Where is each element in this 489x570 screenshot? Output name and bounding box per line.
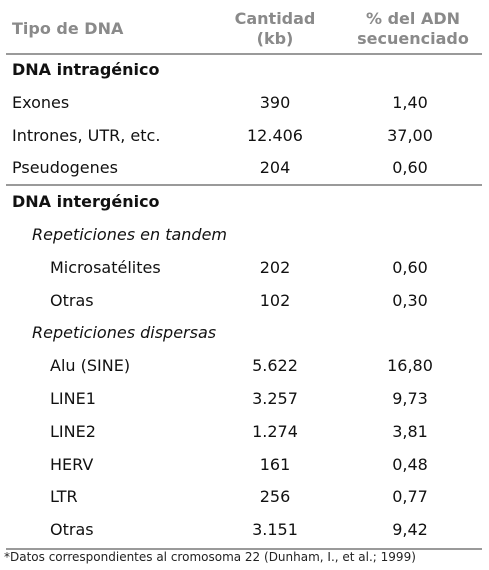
cell-cantidad: 12.406 (247, 125, 303, 145)
cell-porcentaje: 0,77 (392, 487, 428, 507)
row-label: LINE2 (50, 421, 96, 441)
cell-porcentaje: 37,00 (387, 125, 433, 145)
row-label: LINE1 (50, 389, 96, 408)
footnote: *Datos correspondientes al cromosoma 22 … (4, 550, 416, 564)
section-rule (6, 184, 482, 187)
cell-cantidad: 3.257 (252, 389, 298, 408)
cell-porcentaje: 9,42 (392, 520, 428, 540)
section-title: DNA intergénico (12, 192, 160, 212)
cell-cantidad: 204 (259, 158, 291, 178)
cell-porcentaje: 0,60 (392, 158, 428, 178)
group-title: Repeticiones dispersas (32, 323, 217, 343)
cell-porcentaje: 0,30 (392, 290, 428, 310)
row-label: Pseudogenes (12, 158, 118, 178)
header-rule (6, 53, 482, 55)
cell-cantidad: 102 (259, 290, 291, 310)
row-label: Exones (12, 92, 70, 112)
cell-cantidad: 390 (259, 92, 291, 112)
row-label: LTR (50, 487, 78, 507)
cell-cantidad: 3.151 (252, 520, 298, 540)
cell-porcentaje: 3,81 (392, 421, 428, 441)
cell-cantidad: 5.622 (252, 356, 298, 376)
row-label: Microsatélites (50, 257, 161, 277)
row-label: Otras (50, 290, 94, 310)
row-label: Otras (50, 520, 94, 540)
cell-cantidad: 256 (259, 487, 291, 507)
column-header: Cantidad (kb) (234, 9, 316, 48)
row-label: HERV (50, 454, 94, 474)
cell-porcentaje: 0,60 (392, 257, 428, 277)
section-title: DNA intragénico (12, 60, 160, 79)
column-header: Tipo de DNA (12, 19, 124, 38)
row-label: Intrones, UTR, etc. (12, 125, 161, 145)
row-label: Alu (SINE) (50, 356, 131, 376)
column-header: % del ADN secuenciado (357, 9, 469, 48)
cell-porcentaje: 0,48 (392, 454, 428, 474)
group-title: Repeticiones en tandem (32, 225, 227, 244)
bottom-rule (6, 548, 482, 550)
cell-porcentaje: 1,40 (392, 92, 428, 112)
cell-cantidad: 202 (259, 257, 291, 277)
cell-porcentaje: 9,73 (392, 389, 428, 408)
cell-cantidad: 161 (259, 454, 291, 474)
cell-porcentaje: 16,80 (387, 356, 433, 376)
cell-cantidad: 1.274 (252, 421, 298, 441)
